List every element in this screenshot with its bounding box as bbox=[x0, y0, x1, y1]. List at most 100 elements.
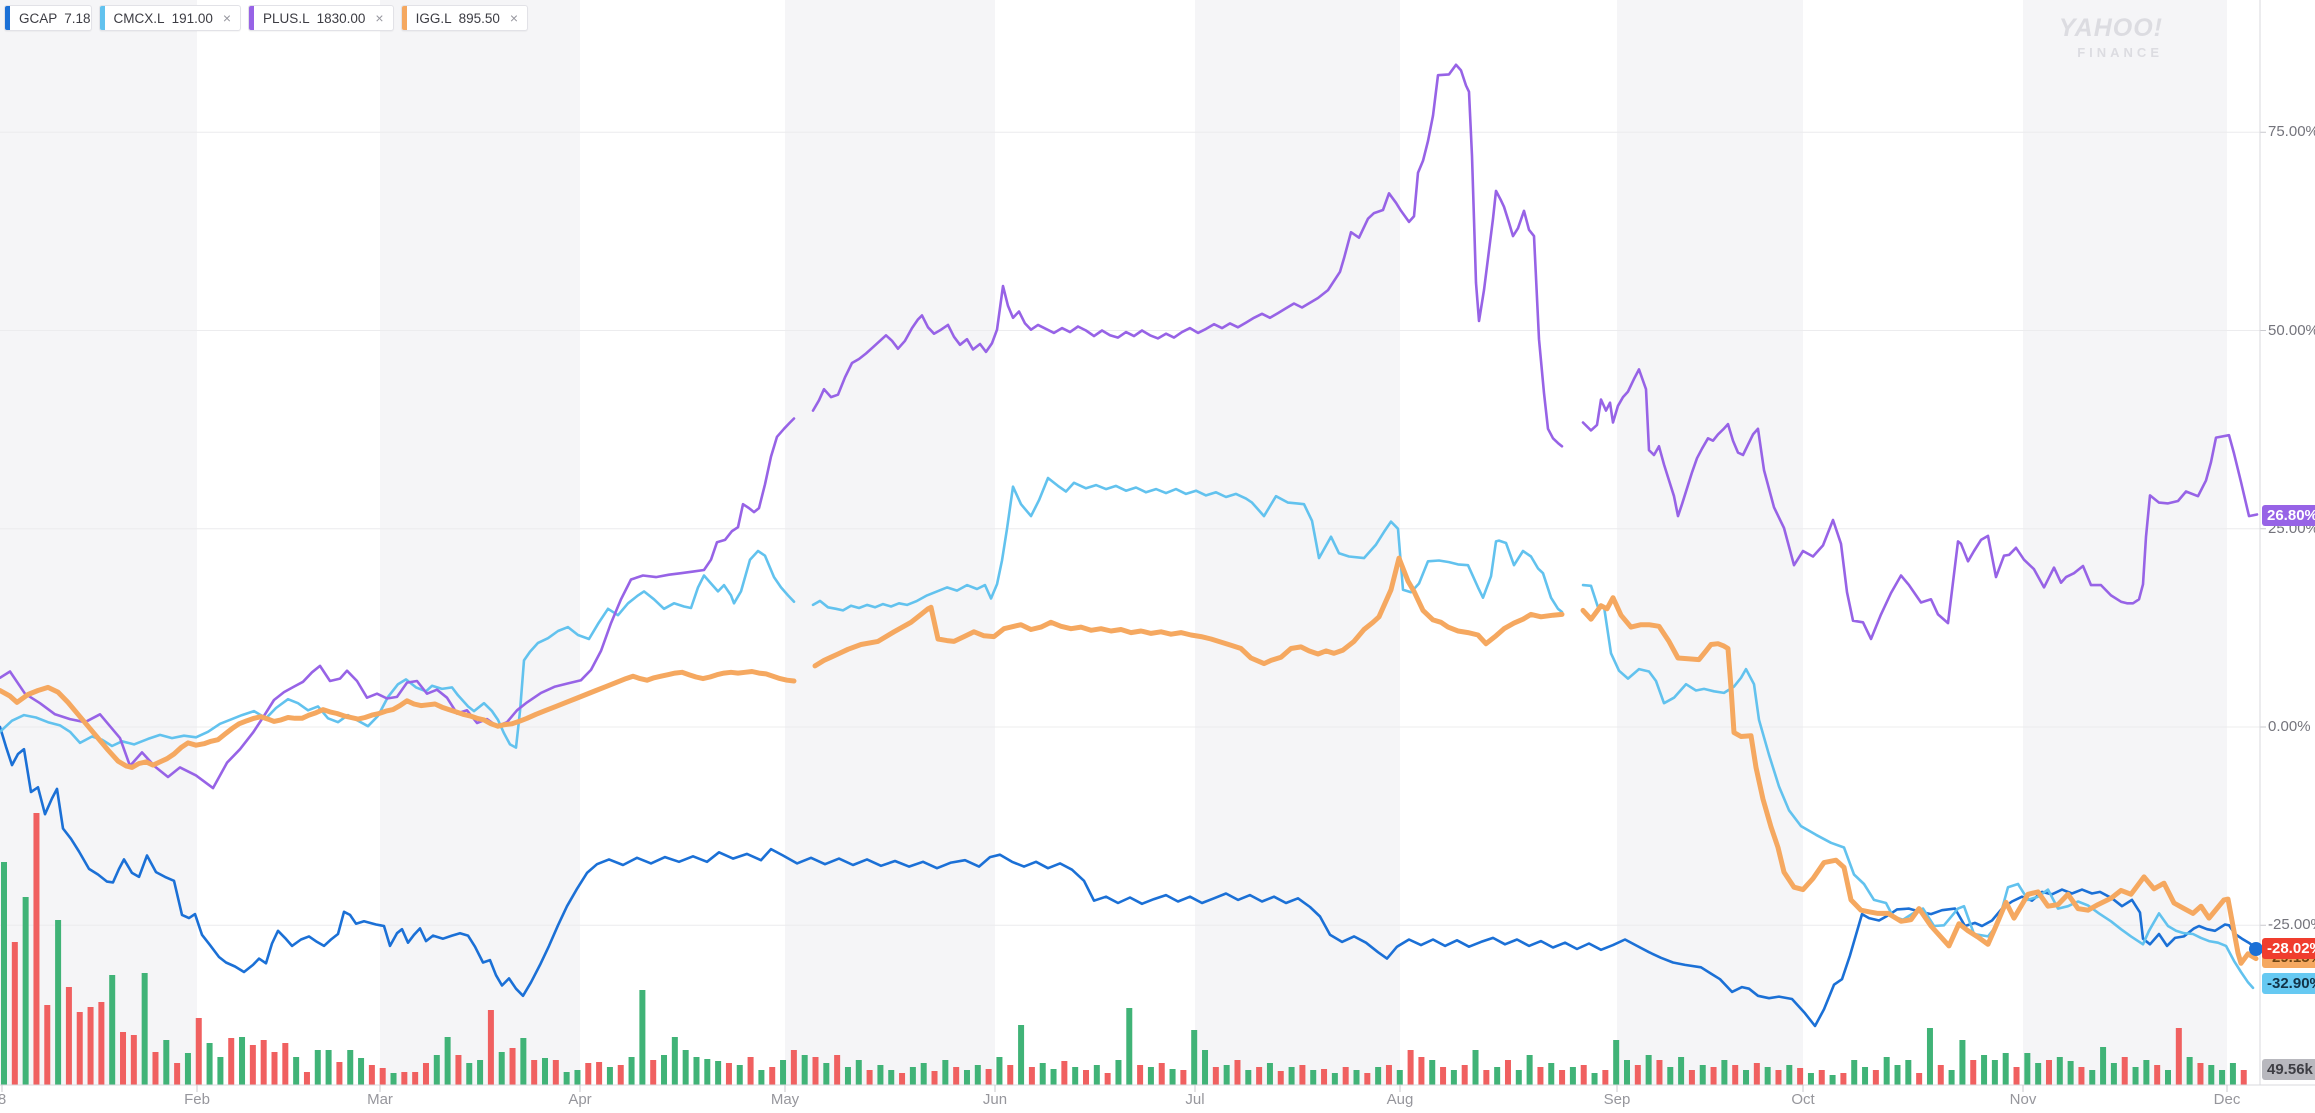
volume-bar bbox=[693, 1057, 700, 1085]
volume-bar bbox=[55, 920, 62, 1085]
volume-bar bbox=[303, 1072, 310, 1085]
volume-bar bbox=[1634, 1065, 1641, 1085]
symbol-chip-plusl[interactable]: PLUS.L 1830.00 × bbox=[248, 5, 394, 31]
volume-bar bbox=[1104, 1073, 1111, 1085]
volume-bar bbox=[1083, 1070, 1089, 1085]
volume-bar bbox=[455, 1055, 462, 1085]
volume-bar bbox=[217, 1057, 224, 1085]
volume-bar bbox=[942, 1060, 949, 1085]
x-axis-label-oct: Oct bbox=[1791, 1091, 1815, 1108]
value-badge: 49.56k bbox=[2262, 1059, 2315, 1080]
volume-bar bbox=[1472, 1050, 1479, 1085]
volume-bar bbox=[1504, 1060, 1511, 1085]
volume-bar bbox=[390, 1073, 397, 1085]
volume-bar bbox=[1028, 1067, 1035, 1085]
symbol-chip-iggl[interactable]: IGG.L 895.50 × bbox=[400, 5, 529, 31]
x-axis-label-mar: Mar bbox=[367, 1091, 393, 1108]
volume-bar bbox=[661, 1055, 668, 1085]
volume-bar bbox=[184, 1053, 191, 1085]
volume-bar bbox=[498, 1052, 505, 1085]
volume-bar bbox=[985, 1069, 992, 1085]
volume-bar bbox=[834, 1055, 841, 1085]
volume-bar bbox=[2132, 1067, 2139, 1085]
value-badge: -32.90% bbox=[2262, 973, 2315, 994]
volume-bar bbox=[1851, 1060, 1858, 1085]
volume-bar bbox=[152, 1052, 159, 1085]
volume-bar bbox=[2067, 1061, 2074, 1085]
volume-bar bbox=[823, 1063, 830, 1085]
volume-bar bbox=[282, 1043, 289, 1085]
volume-bar bbox=[1894, 1065, 1901, 1085]
x-axis-label-dec: Dec bbox=[2213, 1091, 2241, 1108]
volume-bar bbox=[1580, 1065, 1587, 1085]
volume-bar bbox=[1937, 1065, 1944, 1085]
chip-close-icon[interactable]: × bbox=[375, 10, 384, 26]
volume-bar bbox=[877, 1065, 884, 1085]
series-line-plusl bbox=[811, 63, 1564, 448]
volume-bar bbox=[433, 1055, 440, 1085]
y-axis-label: -25.00% bbox=[2268, 916, 2315, 934]
volume-bar bbox=[855, 1060, 862, 1085]
series-line-cmcxl bbox=[0, 549, 796, 749]
volume-bar bbox=[141, 973, 148, 1085]
volume-bar bbox=[682, 1050, 689, 1085]
volume-bar bbox=[130, 1035, 137, 1085]
month-band bbox=[2023, 0, 2227, 1085]
volume-bar bbox=[812, 1057, 819, 1085]
volume-bar bbox=[574, 1070, 581, 1085]
volume-bar bbox=[606, 1067, 613, 1085]
volume-bar bbox=[1180, 1070, 1187, 1085]
volume-bar bbox=[2165, 1070, 2171, 1085]
volume-bar bbox=[1797, 1068, 1804, 1085]
finance-logo-text: FINANCE bbox=[2077, 45, 2163, 60]
volume-bar bbox=[1266, 1063, 1273, 1085]
volume-bar bbox=[1515, 1070, 1522, 1085]
volume-bar bbox=[1061, 1061, 1068, 1085]
volume-bar bbox=[2121, 1057, 2128, 1085]
chip-symbol-label: CMCX.L bbox=[113, 10, 165, 26]
volume-bar bbox=[747, 1057, 754, 1085]
volume-bar bbox=[2045, 1060, 2052, 1085]
volume-bar bbox=[120, 1032, 127, 1085]
volume-bar bbox=[1829, 1075, 1836, 1085]
volume-bar bbox=[1385, 1065, 1392, 1085]
volume-bar bbox=[1699, 1065, 1706, 1085]
chip-close-icon[interactable]: × bbox=[222, 10, 232, 26]
volume-bar bbox=[1375, 1067, 1382, 1085]
volume-bar bbox=[325, 1050, 332, 1085]
volume-bar bbox=[1548, 1063, 1555, 1085]
volume-bar bbox=[790, 1050, 797, 1085]
volume-bar bbox=[163, 1040, 170, 1085]
volume-bar bbox=[1450, 1070, 1457, 1085]
volume-bar bbox=[477, 1060, 484, 1085]
chip-symbol-label: IGG.L bbox=[415, 10, 452, 26]
y-axis-label: 50.00% bbox=[2268, 321, 2315, 339]
volume-bar bbox=[1115, 1060, 1122, 1085]
volume-bar bbox=[260, 1040, 267, 1085]
chip-close-icon[interactable]: × bbox=[509, 10, 519, 26]
x-axis-label-jun: Jun bbox=[982, 1091, 1008, 1108]
symbol-chip-cmcxl[interactable]: CMCX.L 191.00 × bbox=[98, 5, 242, 31]
volume-bar bbox=[531, 1060, 538, 1085]
volume-bar bbox=[1678, 1057, 1685, 1085]
volume-bar bbox=[1656, 1060, 1663, 1085]
volume-bar bbox=[715, 1061, 722, 1085]
symbol-chip-row: GCAP7.18×CMCX.L191.00×PLUS.L1830.00×IGG.… bbox=[4, 5, 529, 31]
volume-bar bbox=[909, 1067, 916, 1085]
volume-bar bbox=[2110, 1063, 2117, 1085]
volume-bar bbox=[1353, 1070, 1360, 1085]
volume-bar bbox=[2219, 1070, 2226, 1085]
volume-bar bbox=[1223, 1065, 1230, 1085]
series-end-dot-gcap bbox=[2249, 942, 2263, 957]
volume-bar bbox=[1461, 1065, 1468, 1085]
volume-bar bbox=[1710, 1067, 1717, 1085]
series-line-plusl bbox=[0, 417, 796, 790]
volume-bar bbox=[195, 1018, 202, 1085]
volume-bar bbox=[239, 1037, 246, 1085]
volume-bar bbox=[509, 1048, 516, 1085]
value-badge: -28.02% bbox=[2262, 938, 2315, 959]
volume-bar bbox=[920, 1063, 927, 1085]
